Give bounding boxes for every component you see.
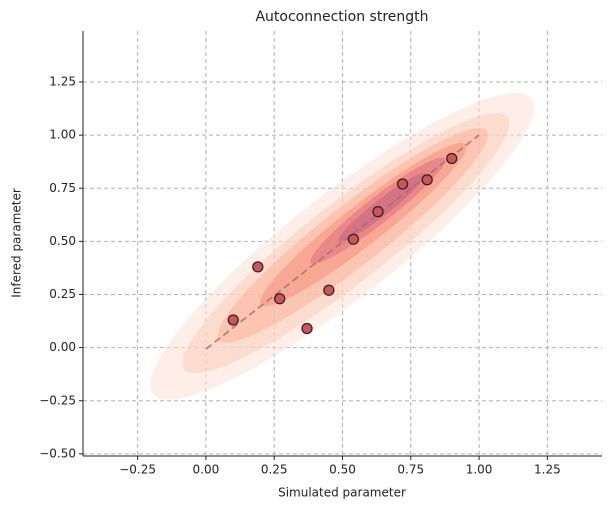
point: [274, 293, 286, 305]
x-tick-label: 0.50: [329, 463, 356, 477]
y-tick-label: 0.00: [49, 340, 76, 354]
x-tick-label: 0.75: [397, 463, 424, 477]
x-tick-label: 1.25: [534, 463, 561, 477]
y-tick-label: −0.50: [39, 446, 76, 460]
point: [252, 261, 264, 273]
y-axis-label: Infered parameter: [10, 188, 24, 298]
point: [372, 205, 384, 218]
point: [396, 178, 409, 190]
density-contours: [150, 92, 534, 400]
y-tick-label: 0.25: [49, 287, 76, 301]
y-tick-label: 1.25: [49, 75, 76, 89]
y-tick-label: 0.75: [49, 181, 76, 195]
identity-line: [205, 134, 480, 350]
x-axis-label: Simulated parameter: [278, 486, 406, 500]
point: [446, 152, 458, 165]
x-tick-label: −0.25: [119, 463, 156, 477]
x-tick-label: 0.25: [261, 463, 288, 477]
y-tick-label: 0.50: [49, 234, 76, 248]
point: [347, 233, 360, 245]
point: [421, 174, 433, 186]
y-tick-label: −0.25: [39, 393, 76, 407]
y-tick-label: 1.00: [49, 128, 76, 142]
point: [227, 314, 239, 326]
chart-title: Autoconnection strength: [255, 9, 428, 25]
x-tick-label: 1.00: [466, 463, 493, 477]
point: [323, 284, 335, 296]
x-tick-label: 0.00: [193, 463, 220, 477]
point: [301, 322, 313, 335]
